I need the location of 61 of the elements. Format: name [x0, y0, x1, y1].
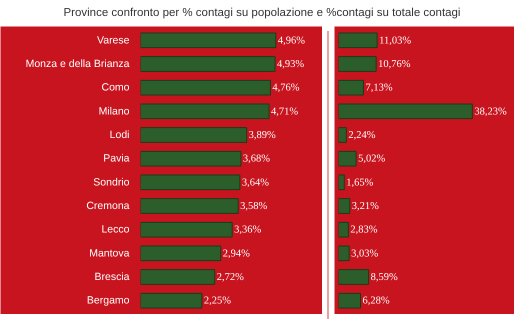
bar	[140, 56, 276, 72]
bar	[338, 150, 357, 167]
data-label: 3,64%	[242, 177, 270, 188]
data-label: 3,36%	[234, 224, 262, 236]
data-label: 6,28%	[362, 296, 390, 307]
bar	[140, 103, 270, 120]
y-tick-label: Lecco	[101, 224, 130, 236]
data-label: 3,58%	[240, 201, 268, 212]
data-label: 4,71%	[271, 106, 298, 118]
data-label: 2,25%	[204, 296, 232, 307]
data-label: 2,94%	[222, 248, 250, 260]
bar	[338, 222, 349, 238]
y-tick-label: Como	[101, 82, 130, 94]
bar	[338, 174, 345, 190]
data-label: 5,02%	[358, 154, 386, 165]
data-label: 3,03%	[351, 248, 378, 260]
bar	[140, 32, 276, 48]
data-label: 2,83%	[350, 224, 378, 236]
bar	[140, 127, 248, 143]
data-label: 4,93%	[277, 59, 304, 70]
data-label: 1,65%	[346, 177, 374, 188]
bar	[338, 103, 473, 120]
bar	[338, 292, 361, 309]
y-tick-label: Sondrio	[93, 176, 130, 188]
bar	[338, 80, 364, 96]
bar	[140, 80, 271, 96]
data-label: 38,23%	[474, 106, 507, 118]
data-label: 3,21%	[352, 201, 380, 212]
data-label: 4,76%	[272, 82, 300, 94]
data-label: 8,59%	[370, 272, 398, 283]
data-label: 7,13%	[365, 82, 393, 94]
data-label: 10,76%	[378, 59, 411, 70]
y-tick-label: Milano	[98, 105, 130, 118]
bar	[140, 174, 240, 190]
chart-title: Province confronto per % contagi su popolazione e %contagi su totale contagi	[63, 6, 460, 21]
y-tick-label: Brescia	[94, 271, 130, 283]
data-label: 11,03%	[379, 35, 412, 46]
data-label: 2,72%	[216, 272, 244, 283]
y-tick-label: Bergamo	[86, 294, 130, 307]
y-tick-label: Cremona	[86, 200, 130, 212]
data-label: 2,24%	[348, 130, 376, 141]
y-tick-label: Pavia	[103, 152, 130, 165]
bar	[140, 198, 239, 214]
bar	[140, 245, 222, 262]
y-tick-label: Lodi	[110, 129, 130, 141]
bar	[338, 198, 350, 214]
y-tick-label: Mantova	[89, 247, 130, 260]
y-tick-label: Monza e della Brianza	[26, 58, 130, 70]
bar	[140, 292, 202, 309]
y-tick-label: Varese	[97, 34, 130, 46]
bar	[140, 150, 242, 167]
data-label: 4,96%	[278, 35, 306, 46]
data-label: 3,68%	[242, 154, 270, 165]
bar	[338, 245, 350, 262]
bar	[338, 127, 347, 143]
bar	[338, 56, 377, 72]
bar	[140, 269, 216, 285]
bar	[140, 222, 233, 238]
bar	[338, 32, 378, 48]
bar	[338, 269, 370, 285]
data-label: 3,89%	[248, 130, 276, 141]
